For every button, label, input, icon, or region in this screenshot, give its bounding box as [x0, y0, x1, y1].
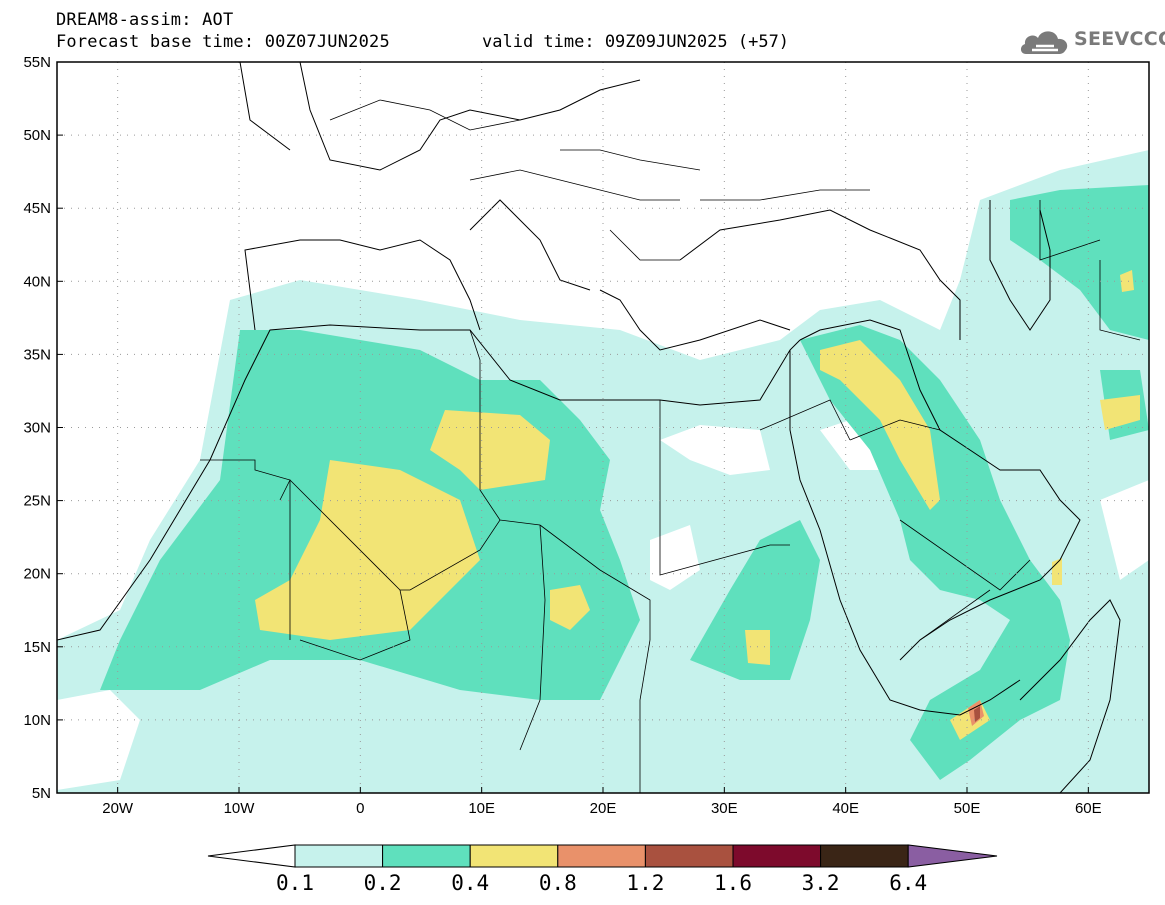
graticule [57, 62, 1149, 793]
aot-clear-area [660, 425, 770, 475]
aot-contours [57, 62, 1149, 793]
colorbar-segment [644, 844, 734, 868]
colorbar-label: 0.2 [363, 871, 402, 895]
aot-clear-area [1100, 480, 1149, 580]
colorbar-segment [382, 844, 471, 868]
colorbar-segment [820, 844, 909, 868]
aot-level-0.4 [1100, 395, 1140, 430]
lat-tick-label: 20N [23, 566, 51, 583]
aot-level-0.4 [550, 585, 590, 630]
aot-level-1.2 [974, 706, 980, 722]
aot-level-0.4 [255, 460, 480, 640]
aot-level-0.2 [800, 325, 1070, 780]
lat-tick-label: 50N [23, 127, 51, 144]
colorbar-label: 0.4 [451, 871, 490, 895]
lat-tick-label: 35N [23, 346, 51, 363]
colorbar-extend-min [207, 844, 296, 868]
lon-axis: 20W 10W 0 10E 20E 30E 40E 50E 60E [102, 787, 1102, 817]
colorbar-label: 1.6 [714, 871, 752, 895]
aot-level-0.4 [745, 630, 770, 665]
coastlines [57, 62, 1121, 793]
seevccc-logo: SEEVCCC [1018, 24, 1165, 58]
map-title: DREAM8-assim: AOT [56, 10, 234, 30]
colorbar-segment [469, 844, 559, 868]
aot-level-0.2 [690, 520, 820, 680]
colorbar-segment [294, 844, 384, 868]
colorbar-segment [557, 844, 646, 868]
colorbar-label: 1.2 [626, 871, 665, 895]
aot-level-0.4 [430, 410, 550, 490]
colorbar-label: 6.4 [889, 871, 928, 895]
lon-tick-label: 0 [356, 800, 364, 817]
aot-level-0.2 [1010, 185, 1149, 340]
lat-tick-label: 25N [23, 493, 51, 510]
aot-level-0.4 [1120, 270, 1134, 292]
lat-tick-label: 10N [23, 712, 51, 729]
forecast-base-time: Forecast base time: 00Z07JUN2025 [56, 32, 390, 52]
colorbar-label: 0.1 [276, 871, 314, 895]
colorbar-label: 3.2 [801, 871, 840, 895]
lat-tick-label: 5N [32, 785, 51, 802]
lat-tick-label: 30N [23, 420, 51, 437]
logo-text: SEEVCCC [1074, 28, 1165, 50]
colorbar-label: 0.8 [538, 871, 577, 895]
cloud-icon [1020, 31, 1068, 54]
lat-tick-label: 15N [23, 639, 51, 656]
lon-tick-label: 60E [1075, 800, 1102, 817]
lon-tick-label: 20E [590, 800, 617, 817]
country-borders [200, 99, 1141, 793]
aot-clear-area [57, 690, 140, 790]
lon-tick-label: 20W [102, 800, 134, 817]
lon-tick-label: 40E [832, 800, 859, 817]
valid-time: valid time: 09Z09JUN2025 (+57) [482, 32, 790, 52]
lat-tick-label: 45N [23, 200, 51, 217]
lon-tick-label: 10W [224, 800, 256, 817]
colorbar [207, 844, 998, 868]
colorbar-segment [732, 844, 822, 868]
lat-tick-label: 55N [23, 54, 51, 71]
colorbar-extend-max [907, 844, 998, 868]
lon-tick-label: 50E [954, 800, 981, 817]
lon-tick-label: 30E [711, 800, 738, 817]
lon-tick-label: 10E [468, 800, 495, 817]
lat-tick-label: 40N [23, 273, 51, 290]
aot-level-0.4 [820, 340, 940, 510]
lat-axis: 55N 50N 45N 40N 35N 30N 25N 20N 15N 10N 5N [23, 54, 63, 802]
aot-level-0.4 [1052, 558, 1062, 585]
